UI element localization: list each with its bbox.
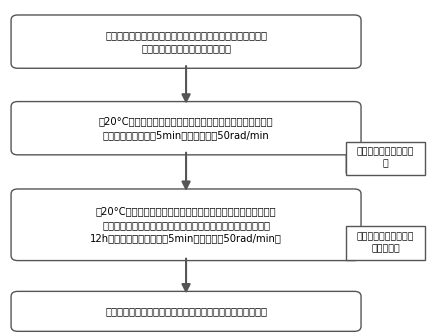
FancyBboxPatch shape <box>11 189 361 260</box>
Text: 将混合料静压成型，制备得到低石灰剂量稳定铁尾矿路基材料: 将混合料静压成型，制备得到低石灰剂量稳定铁尾矿路基材料 <box>105 306 267 316</box>
Text: 在20°C条件下，将上述称量好的铁尾矿和石灰用混合机搅拌均
匀，其中搅拌时间为5min、搅拌速度为50rad/min: 在20°C条件下，将上述称量好的铁尾矿和石灰用混合机搅拌均 匀，其中搅拌时间为5… <box>99 117 273 140</box>
Text: 击实试验获取最佳含水
率: 击实试验获取最佳含水 率 <box>357 148 414 168</box>
FancyBboxPatch shape <box>346 142 425 175</box>
Text: 铁尾矿预处理，粉碎铁尾矿，对铁尾矿进行降低重金属含量处
理，对铁尾矿和石灰进行干燥称量: 铁尾矿预处理，粉碎铁尾矿，对铁尾矿进行降低重金属含量处 理，对铁尾矿和石灰进行干… <box>105 30 267 53</box>
FancyBboxPatch shape <box>346 226 425 260</box>
FancyBboxPatch shape <box>11 291 361 331</box>
FancyBboxPatch shape <box>11 102 361 155</box>
Text: 在20°C条件下，将上述混合料表面按照预设含水率分次、逐级喷
施水雾，边喷施水雾边用混合机搅拌均匀，并用密封袋密封闷料
12h备用，其中搅拌时间为5min，搅拌: 在20°C条件下，将上述混合料表面按照预设含水率分次、逐级喷 施水雾，边喷施水雾… <box>90 206 282 243</box>
FancyBboxPatch shape <box>11 15 361 68</box>
Text: 加州承载比试验获取最
佳石灰掺量: 加州承载比试验获取最 佳石灰掺量 <box>357 233 414 253</box>
